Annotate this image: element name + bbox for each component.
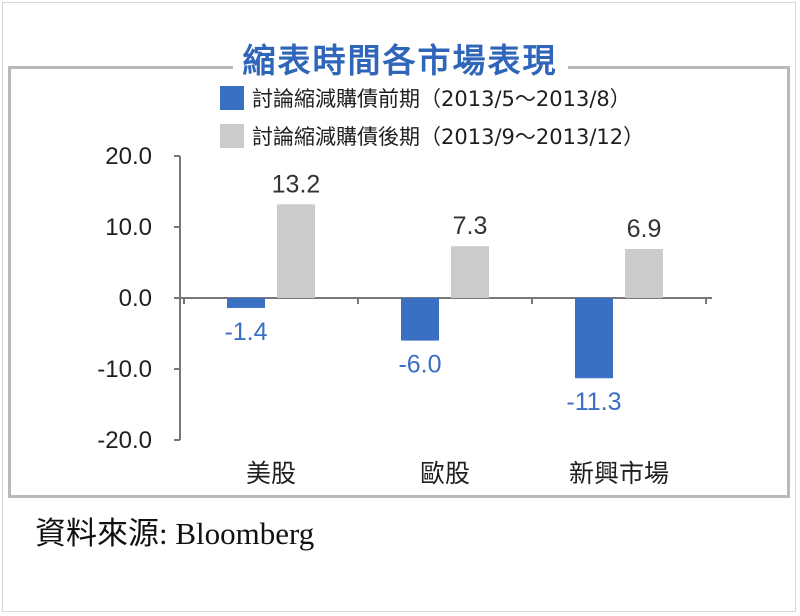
legend-item-series-2: 討論縮減購債後期（2013/9～2013/12） xyxy=(220,124,780,149)
data-label-series-1: -1.4 xyxy=(224,318,267,346)
y-tick-label: 20.0 xyxy=(105,143,152,170)
x-category-label: 美股 xyxy=(246,459,296,488)
bar-series-1 xyxy=(401,298,439,341)
bar-series-2 xyxy=(451,246,489,298)
data-label-series-2: 6.9 xyxy=(627,215,662,243)
bar-series-2 xyxy=(277,204,315,298)
legend-label-series-1: 討論縮減購債前期（2013/5～2013/8） xyxy=(252,87,631,111)
x-category-label: 新興市場 xyxy=(569,459,669,488)
y-tick-label: 0.0 xyxy=(119,285,152,312)
bar-series-1 xyxy=(575,298,613,379)
chart-title: 縮表時間各市場表現 xyxy=(232,40,568,82)
data-label-series-1: -11.3 xyxy=(566,388,621,416)
bar-series-1 xyxy=(227,298,265,308)
legend: 討論縮減購債前期（2013/5～2013/8） 討論縮減購債後期（2013/9～… xyxy=(220,86,780,162)
legend-swatch-series-1 xyxy=(220,86,244,110)
legend-swatch-series-2 xyxy=(220,124,244,148)
y-tick-label: -20.0 xyxy=(97,427,152,454)
source-note: 資料來源: Bloomberg xyxy=(35,516,315,551)
legend-label-series-2: 討論縮減購債後期（2013/9～2013/12） xyxy=(252,125,645,149)
x-category-label: 歐股 xyxy=(420,459,470,488)
data-label-series-2: 13.2 xyxy=(272,170,321,198)
bar-series-2 xyxy=(625,249,663,298)
chart-title-wrap: 縮表時間各市場表現 xyxy=(0,40,800,82)
legend-item-series-1: 討論縮減購債前期（2013/5～2013/8） xyxy=(220,86,780,111)
y-tick-label: 10.0 xyxy=(105,214,152,241)
y-tick-label: -10.0 xyxy=(97,356,152,383)
data-label-series-1: -6.0 xyxy=(398,351,441,379)
data-label-series-2: 7.3 xyxy=(453,212,488,240)
